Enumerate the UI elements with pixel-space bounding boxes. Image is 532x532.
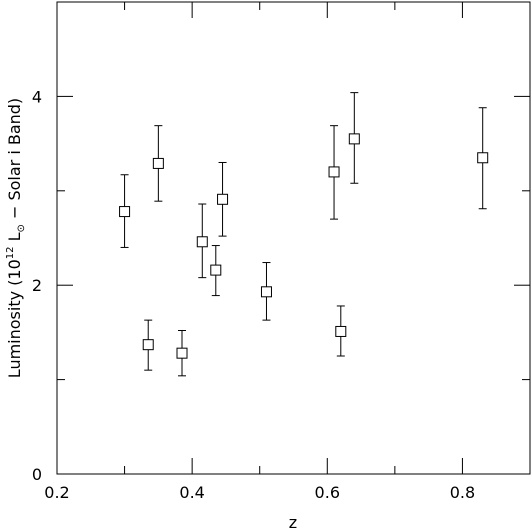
y-tick-label: 0 xyxy=(32,465,42,484)
axis-ticks xyxy=(56,2,530,475)
data-point xyxy=(152,125,164,202)
data-point xyxy=(348,92,360,184)
x-tick-label: 0.6 xyxy=(315,483,340,502)
square-marker xyxy=(119,206,131,218)
y-axis-label-exponent: 12 xyxy=(5,247,16,260)
plot-frame xyxy=(56,1,531,475)
square-marker xyxy=(217,193,229,205)
data-point xyxy=(210,245,222,297)
x-axis-label: z xyxy=(289,513,297,532)
square-marker xyxy=(328,166,340,178)
x-tick-label: 0.4 xyxy=(179,483,204,502)
y-tick-label: 2 xyxy=(32,276,42,295)
square-marker xyxy=(142,339,154,351)
x-tick-label: 0.8 xyxy=(450,483,475,502)
square-marker xyxy=(152,157,164,169)
square-marker xyxy=(176,347,188,359)
data-point xyxy=(119,174,131,248)
square-marker xyxy=(348,133,360,145)
square-marker xyxy=(210,264,222,276)
y-axis-label-subscript: ⊙ xyxy=(16,224,27,232)
tick-labels: 0.2 0.4 0.6 0.8 0 2 4 xyxy=(32,87,475,502)
data-point xyxy=(196,203,208,279)
data-point xyxy=(328,125,340,220)
y-axis-label-prefix: Luminosity (10 xyxy=(5,259,24,378)
data-point xyxy=(176,330,188,377)
data-point xyxy=(477,107,489,210)
data-point xyxy=(335,305,347,357)
data-point xyxy=(142,319,154,371)
y-axis-label-unit: L xyxy=(5,232,24,246)
square-marker xyxy=(196,236,208,248)
square-marker xyxy=(260,286,272,298)
y-tick-label: 4 xyxy=(32,87,42,106)
data-points xyxy=(119,92,489,377)
square-marker xyxy=(335,325,347,337)
data-point xyxy=(260,262,272,321)
y-axis-label: Luminosity (1012 L⊙ − Solar i Band) xyxy=(5,98,27,378)
square-marker xyxy=(477,152,489,164)
y-axis-label-suffix: − Solar i Band) xyxy=(5,98,24,224)
x-tick-label: 0.2 xyxy=(44,483,69,502)
data-point xyxy=(217,161,229,237)
